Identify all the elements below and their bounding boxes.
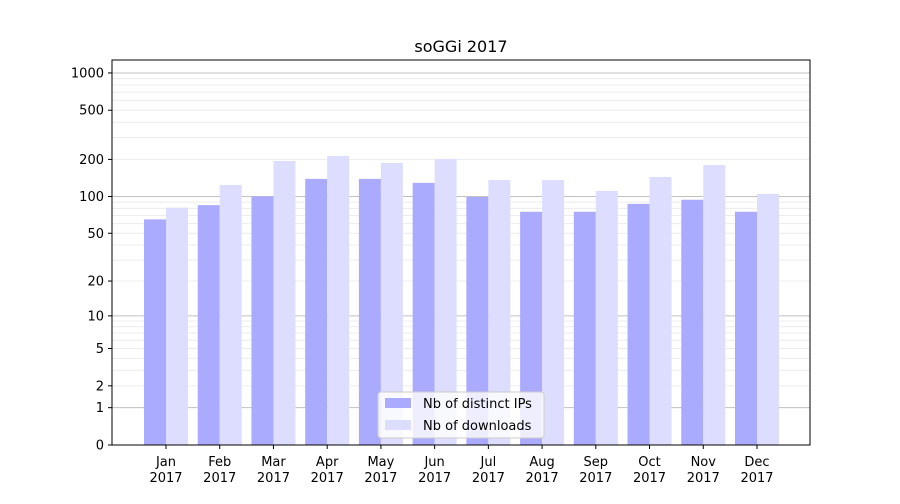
bar-downloads [327,156,350,445]
x-tick-label: Mar [261,455,286,470]
bar-ips [735,211,757,445]
x-tick-label: Dec [744,455,769,470]
x-axis: Jan2017Feb2017Mar2017Apr2017May2017Jun20… [149,445,774,486]
x-tick-label: 2017 [418,471,451,486]
x-tick-label: Sep [584,455,609,470]
bar-ips [681,199,704,445]
x-tick-label: 2017 [311,471,344,486]
bar-downloads [542,180,565,446]
legend-box [377,391,545,439]
x-tick-label: 2017 [257,471,290,486]
bar-downloads [703,165,726,445]
x-tick-label: 2017 [472,471,505,486]
legend-label-downloads: Nb of downloads [423,419,532,434]
y-tick-label: 1 [96,401,104,416]
bar-ips [627,203,650,445]
bar-downloads [649,176,672,446]
bar-downloads [757,193,779,445]
y-tick-label: 0 [96,439,104,454]
legend-swatch-ips [385,398,411,408]
bar-downloads [595,190,618,445]
x-tick-label: Feb [208,455,231,470]
bar-downloads [273,161,296,445]
x-tick-label: Jan [155,455,176,470]
bar-downloads [166,207,188,445]
x-tick-label: 2017 [740,471,773,486]
x-tick-label: 2017 [203,471,236,486]
bar-downloads [488,180,511,446]
x-tick-label: 2017 [579,471,612,486]
x-tick-label: May [367,455,394,470]
bar-ips [466,197,489,445]
legend: Nb of distinct IPs Nb of downloads [377,391,545,439]
x-tick-label: 2017 [364,471,397,486]
bar-ips [305,178,328,445]
y-tick-label: 50 [87,227,104,242]
x-tick-label: 2017 [633,471,666,486]
y-tick-label: 5 [96,342,104,357]
x-tick-label: Jun [423,455,444,470]
legend-swatch-downloads [385,420,411,430]
bar-downloads [219,184,242,445]
bar-ips [251,196,274,445]
y-axis: 0 1 2 5 10 20 50 100 200 500 1000 [71,66,112,454]
x-tick-label: Nov [691,455,717,470]
legend-label-ips: Nb of distinct IPs [423,397,532,412]
y-tick-label: 10 [87,309,104,324]
bar-ips [197,205,220,445]
y-tick-label: 1000 [71,66,104,81]
y-tick-label: 500 [79,104,104,119]
x-tick-label: Oct [638,455,660,470]
y-tick-label: 20 [87,275,104,290]
y-tick-label: 2 [96,379,104,394]
bars [144,156,779,446]
bar-ips [144,219,166,445]
axes-frame [111,59,811,446]
x-tick-label: 2017 [687,471,720,486]
x-tick-label: 2017 [526,471,559,486]
bar-downloads [434,159,457,446]
bar-downloads [380,163,403,445]
x-tick-label: Apr [316,455,339,470]
bar-ips [573,211,596,445]
x-tick-label: Jul [480,455,497,470]
y-tick-label: 100 [79,190,104,205]
y-tick-label: 200 [79,153,104,168]
x-tick-label: Aug [529,455,554,470]
x-tick-label: 2017 [149,471,182,486]
bar-ips [412,182,435,445]
bar-ips [358,178,381,445]
bar-ips [520,211,543,445]
chart-title: soGGi 2017 [414,37,507,56]
